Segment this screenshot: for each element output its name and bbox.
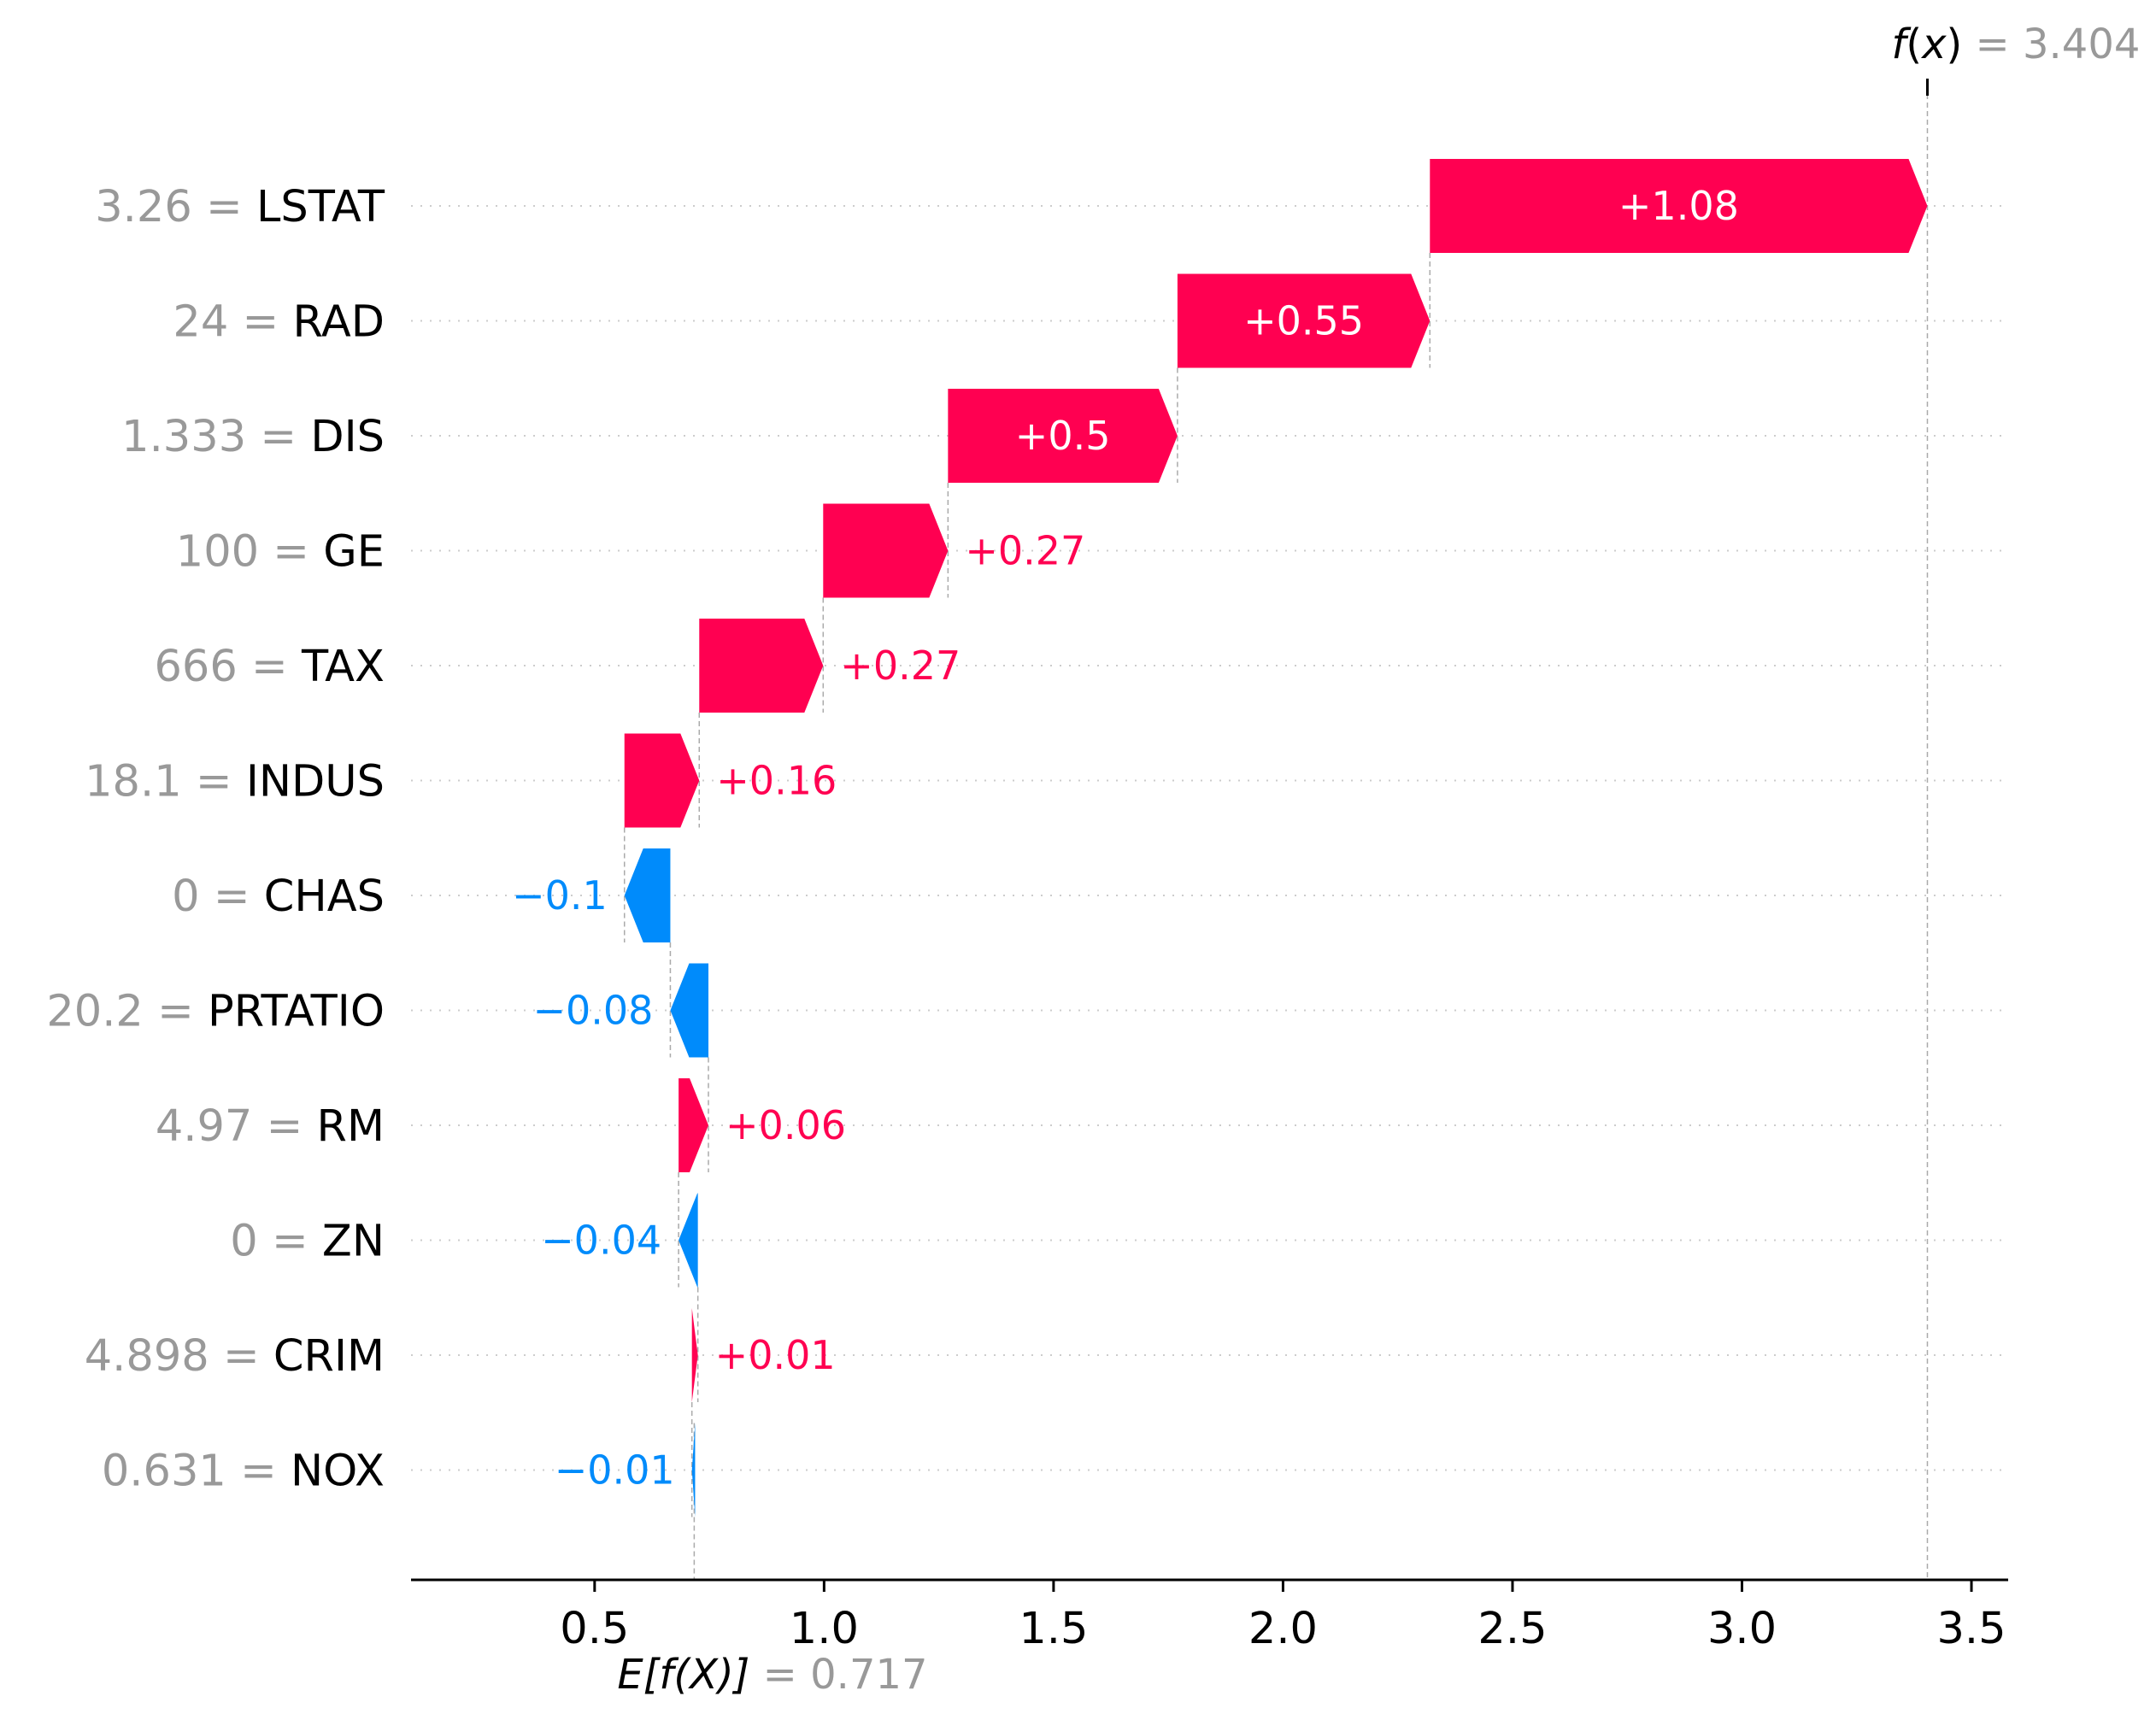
bar-label-indus: +0.16 xyxy=(716,758,837,804)
feature-value: 20.2 = xyxy=(46,987,208,1037)
feature-name: CRIM xyxy=(273,1331,385,1382)
bar-tax xyxy=(699,619,824,713)
x-tick-label: 2.0 xyxy=(1248,1604,1318,1654)
feature-label-nox: 0.631 = NOX xyxy=(102,1447,385,1497)
x-tick-label: 1.0 xyxy=(790,1604,859,1654)
bar-rad xyxy=(1177,273,1430,368)
bar-dis xyxy=(948,389,1178,483)
bar-lstat xyxy=(1430,159,1928,253)
bar-prtatio xyxy=(670,963,709,1058)
feature-name: RAD xyxy=(292,297,385,348)
feature-label-lstat: 3.26 = LSTAT xyxy=(95,182,385,232)
feature-name: ZN xyxy=(322,1217,385,1267)
bar-rm xyxy=(679,1078,709,1172)
reference-labels: f(x) = 3.404 E[f(X)] = 0.717 xyxy=(617,21,2140,1699)
feature-label-prtatio: 20.2 = PRTATIO xyxy=(46,987,385,1037)
contribution-bars: +1.08 +0.55 +0.5 +0.27 +0.27 +0.16 −0.1 −0.08 +0… xyxy=(512,79,1929,1580)
bar-label-lstat: +1.08 xyxy=(1618,183,1739,229)
feature-value: 3.26 = xyxy=(95,182,256,232)
bar-label-crim: +0.01 xyxy=(715,1332,836,1378)
feature-value: 1.333 = xyxy=(121,412,310,462)
feature-label-rm: 4.97 = RM xyxy=(156,1101,385,1152)
x-tick-label: 3.5 xyxy=(1936,1604,2006,1654)
bar-crim xyxy=(691,1308,698,1402)
feature-value: 18.1 = xyxy=(85,757,246,807)
bar-chas xyxy=(624,848,671,942)
feature-name: PRTATIO xyxy=(208,987,385,1037)
bar-label-chas: −0.1 xyxy=(512,872,608,919)
bar-indus xyxy=(624,733,700,828)
bar-label-rad: +0.55 xyxy=(1243,298,1364,344)
feature-rows: 3.26 = LSTAT 24 = RAD 1.333 = DIS 100 = GE 6… xyxy=(46,182,2008,1497)
feature-label-dis: 1.333 = DIS xyxy=(121,412,385,462)
feature-label-indus: 18.1 = INDUS xyxy=(85,757,385,807)
feature-label-crim: 4.898 = CRIM xyxy=(85,1331,385,1382)
bar-label-nox: −0.01 xyxy=(555,1447,675,1494)
feature-name: TAX xyxy=(301,642,385,692)
feature-value: 666 = xyxy=(154,642,302,692)
base-value-label: E[f(X)] = 0.717 xyxy=(617,1651,927,1699)
feature-name: DIS xyxy=(310,412,385,462)
x-tick-label: 2.5 xyxy=(1477,1604,1547,1654)
feature-name: NOX xyxy=(291,1447,385,1497)
bar-label-dis: +0.5 xyxy=(1015,413,1111,459)
bar-nox xyxy=(691,1423,696,1517)
feature-name: RM xyxy=(317,1101,385,1152)
bar-label-rm: +0.06 xyxy=(726,1102,846,1148)
feature-value: 0 = xyxy=(172,872,264,922)
feature-value: 4.97 = xyxy=(156,1101,317,1152)
output-value-label: f(x) = 3.404 xyxy=(1891,21,2140,68)
bar-label-tax: +0.27 xyxy=(840,643,961,689)
feature-value: 4.898 = xyxy=(85,1331,273,1382)
x-tick-label: 1.5 xyxy=(1019,1604,1088,1654)
feature-name: GE xyxy=(323,527,385,578)
bar-label-ge: +0.27 xyxy=(965,528,1085,574)
feature-label-chas: 0 = CHAS xyxy=(172,872,385,922)
feature-value: 100 = xyxy=(176,527,324,578)
feature-value: 0 = xyxy=(230,1217,322,1267)
bar-zn xyxy=(679,1193,698,1288)
feature-value: 0.631 = xyxy=(102,1447,291,1497)
x-axis: 0.5 1.0 1.5 2.0 2.5 3.0 3.5 xyxy=(411,1578,2008,1654)
feature-name: CHAS xyxy=(264,872,385,922)
feature-label-zn: 0 = ZN xyxy=(230,1217,385,1267)
feature-label-rad: 24 = RAD xyxy=(173,297,385,348)
feature-name: LSTAT xyxy=(256,182,385,232)
x-tick-label: 0.5 xyxy=(560,1604,629,1654)
x-tick-label: 3.0 xyxy=(1707,1604,1777,1654)
feature-label-ge: 100 = GE xyxy=(176,527,385,578)
feature-name: INDUS xyxy=(246,757,385,807)
bar-label-zn: −0.04 xyxy=(541,1218,661,1264)
bar-label-prtatio: −0.08 xyxy=(532,988,653,1034)
bar-ge xyxy=(823,503,949,598)
feature-label-tax: 666 = TAX xyxy=(154,642,385,692)
feature-value: 24 = xyxy=(173,297,292,348)
